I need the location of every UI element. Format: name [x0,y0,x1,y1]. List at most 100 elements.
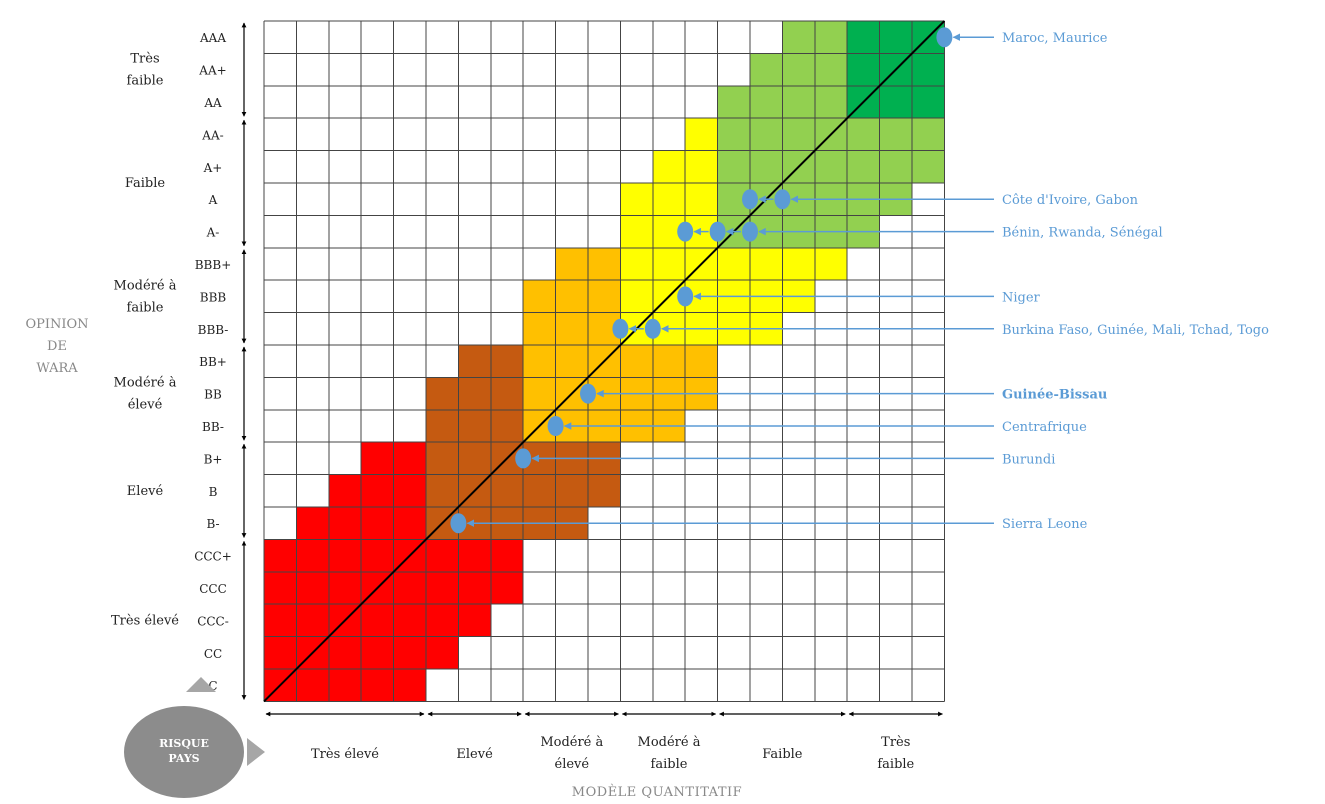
heatmap-cell [393,442,426,475]
heatmap-cell [328,571,362,605]
country-marker [936,27,953,48]
heatmap-cell [328,636,362,669]
heatmap-cell [782,247,815,281]
y-tick-label: B+ [204,452,223,466]
heatmap-cell [426,474,459,507]
heatmap-cell [555,280,588,313]
y-band-label: faible [127,300,164,315]
y-tick-label: A+ [203,161,223,175]
x-band-label: élevé [555,757,590,772]
heatmap-cell [458,377,491,410]
heatmap-cell [847,118,880,151]
heatmap-cell [685,150,718,183]
heatmap-cell [717,85,750,119]
country-label: Bénin, Rwanda, Sénégal [1002,226,1163,241]
country-label: Centrafrique [1002,420,1087,435]
heatmap-cell [328,539,362,572]
heatmap-cell [490,539,524,572]
y-band-label: Très [130,52,159,67]
y-tick-label: BB [204,388,222,402]
heatmap-cell [685,183,718,216]
country-marker [547,416,564,436]
y-tick-label: AAA [199,31,226,45]
heatmap-cell [555,474,588,507]
heatmap-cell [426,604,459,637]
corner-label: RISQUE [159,737,209,750]
heatmap-cell [426,442,459,475]
y-tick-label: A- [206,226,220,240]
country-marker [677,286,694,307]
y-tick-label: BB+ [199,355,227,369]
heatmap-cell [393,636,426,669]
heatmap-cell [426,377,459,410]
heatmap-cell [490,345,524,378]
heatmap-cell [555,345,588,378]
y-tick-label: AA+ [198,64,226,78]
heatmap-cell [426,539,459,572]
heatmap-cell [296,669,329,702]
heatmap-cell [490,377,524,410]
y-band-label: Faible [125,176,166,191]
heatmap-cell [750,247,783,281]
y-tick-label: A [208,193,218,207]
y-axis-title: DE [47,339,67,354]
heatmap-cell [782,53,815,86]
heatmap-cell [814,21,848,54]
heatmap-cell [458,345,491,378]
heatmap-cell [458,442,491,475]
x-band-label: faible [651,757,688,772]
heatmap-cell [717,118,750,151]
heatmap-cell [652,150,686,183]
heatmap-cell [555,247,588,281]
heatmap-cell [393,571,426,605]
heatmap-cell [523,280,556,313]
heatmap-cell [393,507,426,540]
heatmap-cell [717,247,750,281]
heatmap-cell [296,507,329,540]
heatmap-cell [523,474,556,507]
x-band-label: Très [881,735,910,750]
heatmap-cell [490,409,524,443]
y-tick-label: AA- [201,128,223,142]
diagonal-line [263,20,946,703]
x-band-label: Faible [762,747,803,762]
y-tick-label: AA [203,96,222,110]
heatmap-cell [814,150,848,183]
corner-label: PAYS [168,752,199,765]
heatmap-cell [912,53,945,86]
heatmap-cell [458,539,491,572]
heatmap-cell [361,539,394,572]
country-marker [742,189,758,210]
country-label: Sierra Leone [1002,517,1088,532]
y-band-label: Elevé [127,484,164,499]
y-tick-label: CCC- [197,614,229,628]
y-tick-label: BBB [200,290,227,304]
heatmap-cell [879,85,912,119]
heatmap-cell [361,507,394,540]
heatmap-cell [490,571,524,605]
heatmap-cell [523,345,556,378]
heatmap-cell [750,118,783,151]
heatmap-cell [426,636,459,669]
heatmap-cell [912,150,945,183]
heatmap-cell [652,183,686,216]
heatmap-cell [426,409,459,443]
heatmap-cell [750,85,783,119]
country-marker [612,318,629,339]
heatmap-cell [879,118,912,151]
heatmap-cell [814,53,848,86]
heatmap-cell [782,21,815,54]
heatmap-cell [652,345,686,378]
heatmap-cell [361,442,394,475]
country-label: Burkina Faso, Guinée, Mali, Tchad, Togo [1002,323,1269,338]
heatmap-cell [879,21,912,54]
y-axis-title: OPINION [25,317,88,332]
x-band-label: Modéré à [638,735,701,750]
heatmap-cell [847,150,880,183]
heatmap-cell [620,183,653,216]
country-marker [644,318,661,339]
heatmap-cell [296,539,329,572]
heatmap-cell [490,474,524,507]
heatmap-cell [458,571,491,605]
